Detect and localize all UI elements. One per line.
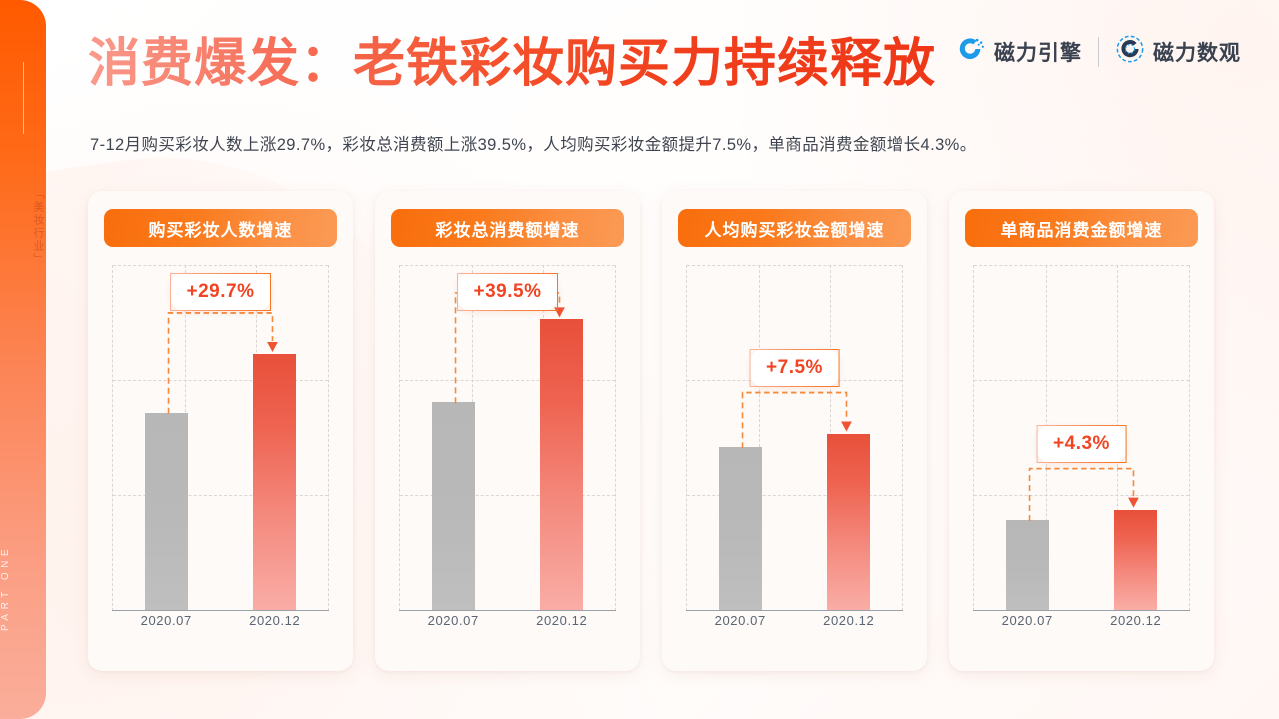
- logo-group: 磁力引擎 磁力数观: [956, 34, 1241, 69]
- rail-divider-line: [23, 62, 24, 134]
- chart-card-title: 购买彩妆人数增速: [104, 209, 337, 247]
- bar-2020-07: [1005, 520, 1049, 610]
- x-axis-label: 2020.12: [249, 613, 301, 628]
- gridline-horizontal: [687, 495, 902, 497]
- bar-2020-07: [144, 412, 188, 610]
- bar-slot: [1082, 265, 1191, 610]
- bar-slot: [221, 265, 330, 610]
- bar-slot: [399, 265, 508, 610]
- gridline-horizontal: [974, 380, 1189, 382]
- x-axis-labels: 2020.07 2020.12: [112, 613, 329, 635]
- gridline-horizontal: [400, 265, 615, 266]
- chart-axis-line: [686, 610, 903, 611]
- x-axis-label: 2020.07: [140, 613, 192, 628]
- x-axis-labels: 2020.07 2020.12: [973, 613, 1190, 635]
- chart-axis-line: [973, 610, 1190, 611]
- x-axis-labels: 2020.07 2020.12: [686, 613, 903, 635]
- x-axis-label: 2020.12: [1110, 613, 1162, 628]
- growth-badge: +39.5%: [456, 273, 559, 311]
- page-title: 消费爆发：老铁彩妆购买力持续释放: [88, 35, 937, 93]
- growth-badge-value: +29.7%: [186, 281, 255, 302]
- chart-card: 购买彩妆人数增速 +29.7% 2020.07 2020.12: [88, 191, 353, 671]
- growth-badge-value: +39.5%: [473, 281, 542, 302]
- bar-chart: +39.5% 2020.07 2020.12: [391, 265, 624, 635]
- chart-axis-line: [399, 610, 616, 611]
- magnetic-engine-icon: [956, 34, 986, 69]
- side-rail: 「美妆行业」 PART ONE: [0, 0, 46, 719]
- chart-card-title: 人均购买彩妆金额增速: [678, 209, 911, 247]
- bar-2020-07: [431, 402, 475, 610]
- x-axis-labels: 2020.07 2020.12: [399, 613, 616, 635]
- bar-group: [112, 265, 329, 610]
- gridline-horizontal: [113, 495, 328, 497]
- rail-vertical-label: 「美妆行业」: [32, 188, 44, 266]
- chart-card-title: 单商品消费金额增速: [965, 209, 1198, 247]
- bar-group: [399, 265, 616, 610]
- chart-card: 单商品消费金额增速 +4.3% 2020.07 2020.12: [949, 191, 1214, 671]
- growth-badge: +29.7%: [169, 273, 272, 311]
- chart-card: 人均购买彩妆金额增速 +7.5% 2020.07 2020.12: [662, 191, 927, 671]
- x-axis-label: 2020.12: [536, 613, 588, 628]
- bar-group: [973, 265, 1190, 610]
- bar-chart: +7.5% 2020.07 2020.12: [678, 265, 911, 635]
- bar-slot: [112, 265, 221, 610]
- chart-axis-line: [112, 610, 329, 611]
- bar-slot: [686, 265, 795, 610]
- growth-badge-value: +7.5%: [766, 356, 823, 378]
- bar-slot: [508, 265, 617, 610]
- bar-2020-12: [1114, 509, 1158, 610]
- chart-card: 彩妆总消费额增速 +39.5% 2020.07 2020.12: [375, 191, 640, 671]
- bar-chart: +29.7% 2020.07 2020.12: [104, 265, 337, 635]
- gridline-horizontal: [974, 265, 1189, 266]
- bar-slot: [795, 265, 904, 610]
- page-subtitle: 7-12月购买彩妆人数上涨29.7%，彩妆总消费额上涨39.5%，人均购买彩妆金…: [90, 136, 977, 154]
- growth-badge: +4.3%: [1036, 424, 1127, 463]
- bar-2020-12: [827, 433, 871, 610]
- logo-magnetic-data: 磁力数观: [1115, 34, 1241, 69]
- gridline-horizontal: [400, 495, 615, 497]
- gridline-horizontal: [687, 265, 902, 266]
- rail-part-label: PART ONE: [0, 545, 11, 632]
- growth-badge: +7.5%: [749, 348, 840, 387]
- x-axis-label: 2020.12: [823, 613, 875, 628]
- growth-badge-value: +4.3%: [1053, 432, 1110, 454]
- x-axis-label: 2020.07: [427, 613, 479, 628]
- x-axis-label: 2020.07: [1001, 613, 1053, 628]
- chart-card-title: 彩妆总消费额增速: [391, 209, 624, 247]
- magnetic-data-icon: [1115, 34, 1145, 69]
- bar-slot: [973, 265, 1082, 610]
- gridline-horizontal: [113, 265, 328, 266]
- bar-2020-07: [718, 447, 762, 610]
- bar-2020-12: [540, 319, 584, 610]
- bar-chart: +4.3% 2020.07 2020.12: [965, 265, 1198, 635]
- bar-2020-12: [253, 353, 297, 610]
- page-header: 消费爆发：老铁彩妆购买力持续释放 7-12月购买彩妆人数上涨29.7%，彩妆总消…: [0, 0, 1279, 170]
- logo-divider: [1098, 36, 1099, 67]
- logo-magnetic-engine-text: 磁力引擎: [994, 41, 1082, 65]
- bar-group: [686, 265, 903, 610]
- logo-magnetic-data-text: 磁力数观: [1153, 41, 1241, 65]
- x-axis-label: 2020.07: [714, 613, 766, 628]
- logo-magnetic-engine: 磁力引擎: [956, 34, 1082, 69]
- chart-card-row: 购买彩妆人数增速 +29.7% 2020.07 2020.12 彩妆总消费额增速 +39.…: [88, 191, 1214, 671]
